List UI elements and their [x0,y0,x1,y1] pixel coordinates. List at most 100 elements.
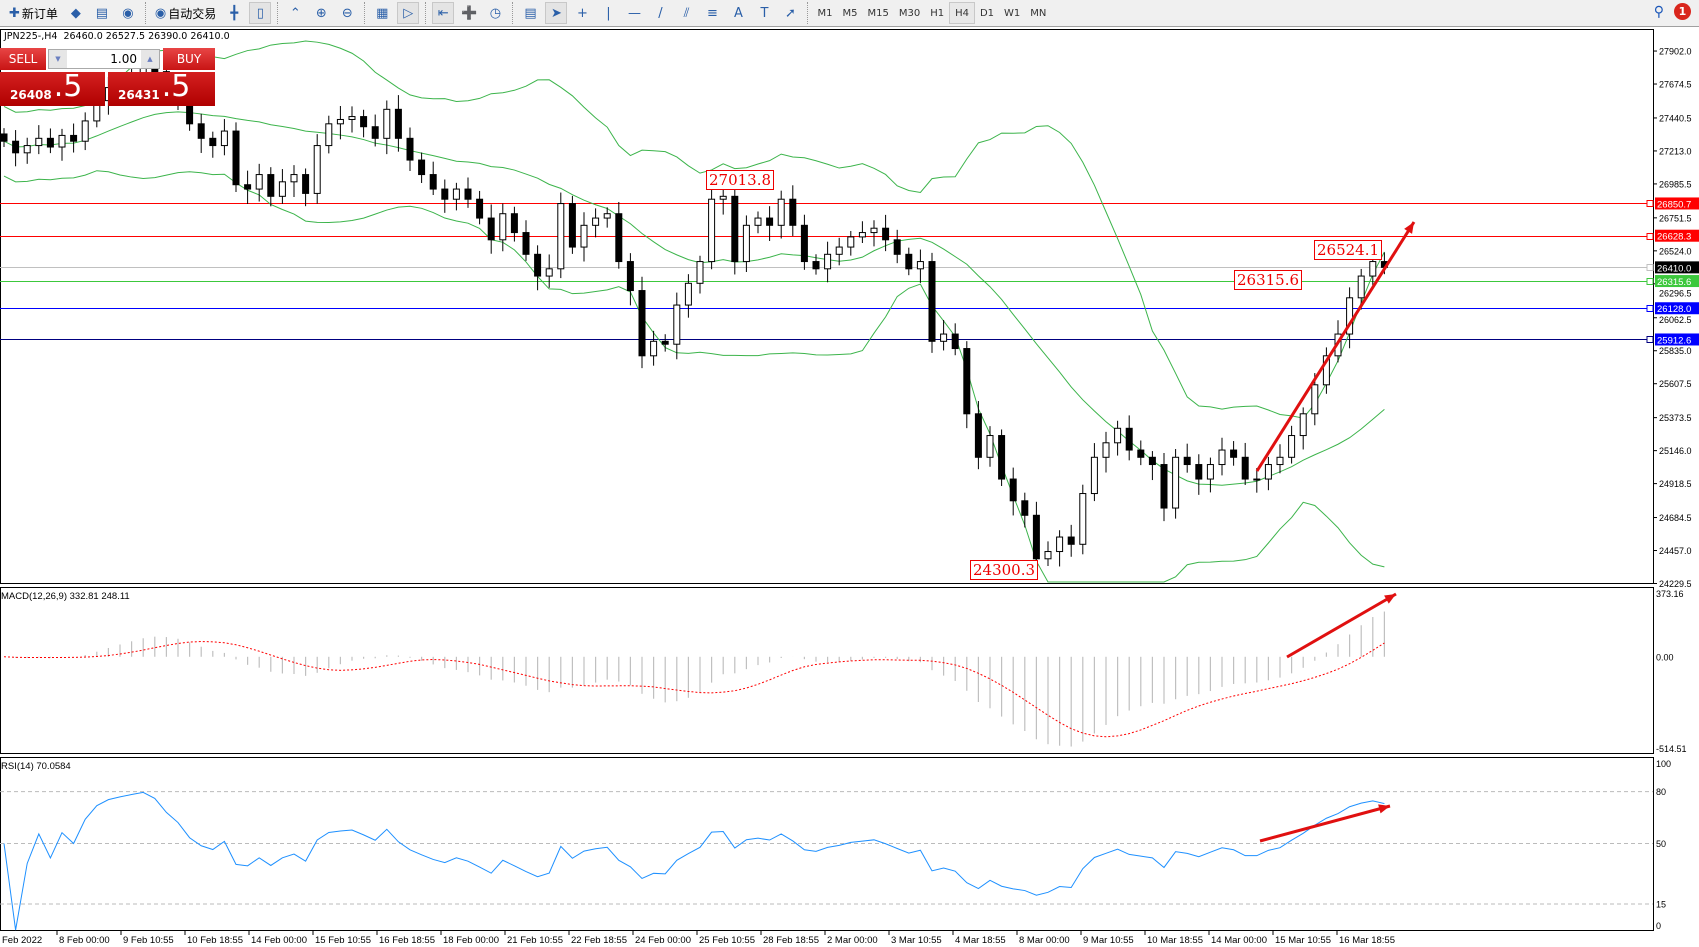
bull-candle[interactable] [1079,493,1087,545]
hline-handle[interactable] [1646,264,1654,271]
bear-candle[interactable] [1067,536,1075,545]
bull-candle[interactable] [940,333,948,342]
timeframe-m5[interactable]: M5 [842,7,858,19]
bull-candle[interactable] [1253,478,1261,481]
bear-candle[interactable] [232,130,240,186]
ask-price[interactable]: 26431.5 [108,72,215,106]
bear-candle[interactable] [0,133,8,142]
bull-candle[interactable] [870,227,878,234]
bull-candle[interactable] [673,304,681,345]
bull-candle[interactable] [499,213,507,241]
bull-candle[interactable] [580,224,588,248]
hline-handle[interactable] [1646,305,1654,312]
bull-candle[interactable] [696,261,704,284]
bull-candle[interactable] [1090,456,1098,495]
bar-chart-button[interactable]: ╋ [223,2,245,24]
bear-candle[interactable] [1137,449,1145,458]
bull-candle[interactable] [1346,297,1354,335]
bear-candle[interactable] [360,116,368,128]
bull-candle[interactable] [754,217,762,226]
bear-candle[interactable] [394,108,402,139]
bear-candle[interactable] [534,253,542,277]
bull-candle[interactable] [986,435,994,458]
bull-candle[interactable] [278,181,286,197]
bear-candle[interactable] [882,227,890,241]
bull-candle[interactable] [1299,413,1307,437]
bull-candle[interactable] [1172,456,1180,509]
bull-candle[interactable] [916,261,924,270]
bear-candle[interactable] [487,217,495,241]
bull-candle[interactable] [1288,435,1296,458]
bear-candle[interactable] [418,159,426,176]
bull-candle[interactable] [23,145,31,154]
bull-candle[interactable] [603,213,611,219]
rsi-trend-arrow[interactable] [1259,804,1391,843]
bull-candle[interactable] [1322,355,1330,386]
bull-candle[interactable] [313,145,321,194]
bull-candle[interactable] [255,174,263,190]
zoom-out-button[interactable]: ⊖ [336,2,358,24]
new-order-button[interactable]: ✚ 新订单 [6,2,61,24]
text-button[interactable]: A [727,2,749,24]
low-annotation[interactable]: 24300.3 [970,560,1039,580]
zoom-in-button[interactable]: ⊕ [310,2,332,24]
bull-candle[interactable] [1206,464,1214,480]
horizontal-line-button[interactable]: — [623,2,645,24]
bear-candle[interactable] [905,253,913,270]
text-label-button[interactable]: T [753,2,775,24]
bear-candle[interactable] [928,261,936,342]
bull-candle[interactable] [348,116,356,120]
bull-candle[interactable] [1357,275,1365,299]
bull-candle[interactable] [1276,456,1284,466]
cursor-button[interactable]: ➤ [545,2,568,24]
bear-candle[interactable] [568,203,576,248]
bear-candle[interactable] [267,174,275,197]
timeframe-d1[interactable]: D1 [979,7,995,19]
bear-candle[interactable] [789,198,797,226]
hline-handle[interactable] [1646,233,1654,240]
bear-candle[interactable] [1183,456,1191,466]
notification-badge[interactable]: 1 [1674,3,1691,20]
bull-candle[interactable] [1056,536,1064,553]
bear-candle[interactable] [1160,464,1168,509]
bull-candle[interactable] [290,174,298,183]
timeframe-m15[interactable]: M15 [867,7,889,19]
search-icon[interactable]: ⚲ [1653,4,1664,20]
indicators-button[interactable]: ➕ [458,2,480,24]
sell-button[interactable]: SELL [0,48,46,70]
gold-button[interactable]: ◆ [65,2,87,24]
bear-candle[interactable] [441,188,449,200]
market-watch-button[interactable]: ▤ [91,2,113,24]
candle-chart-button[interactable]: ▯ [249,2,272,24]
lot-increase-button[interactable]: ▲ [141,50,159,68]
bull-candle[interactable] [742,224,750,263]
bear-candle[interactable] [46,137,54,148]
bear-candle[interactable] [893,239,901,255]
bear-candle[interactable] [800,224,808,263]
timeframe-m30[interactable]: M30 [898,7,921,19]
timeframe-w1[interactable]: W1 [1004,7,1021,19]
bull-candle[interactable] [1311,384,1319,415]
bull-candle[interactable] [777,198,785,226]
hline-handle[interactable] [1646,200,1654,207]
vertical-line-button[interactable]: | [597,2,619,24]
bear-candle[interactable] [244,184,252,190]
bear-candle[interactable] [626,261,634,292]
bull-candle[interactable] [35,137,43,147]
hline-handle[interactable] [1646,278,1654,285]
bear-candle[interactable] [615,213,623,263]
timeframe-mn[interactable]: MN [1030,7,1047,19]
bull-candle[interactable] [545,268,553,277]
bear-candle[interactable] [209,137,217,147]
bull-candle[interactable] [858,232,866,238]
bull-candle[interactable] [557,203,565,270]
bear-candle[interactable] [974,413,982,458]
bull-candle[interactable] [452,188,460,200]
auto-trading-button[interactable]: ◉ 自动交易 [152,2,219,24]
crosshair-button[interactable]: + [571,2,593,24]
bear-candle[interactable] [476,198,484,219]
bear-candle[interactable] [766,217,774,226]
bull-candle[interactable] [81,120,89,142]
bear-candle[interactable] [1230,449,1238,458]
